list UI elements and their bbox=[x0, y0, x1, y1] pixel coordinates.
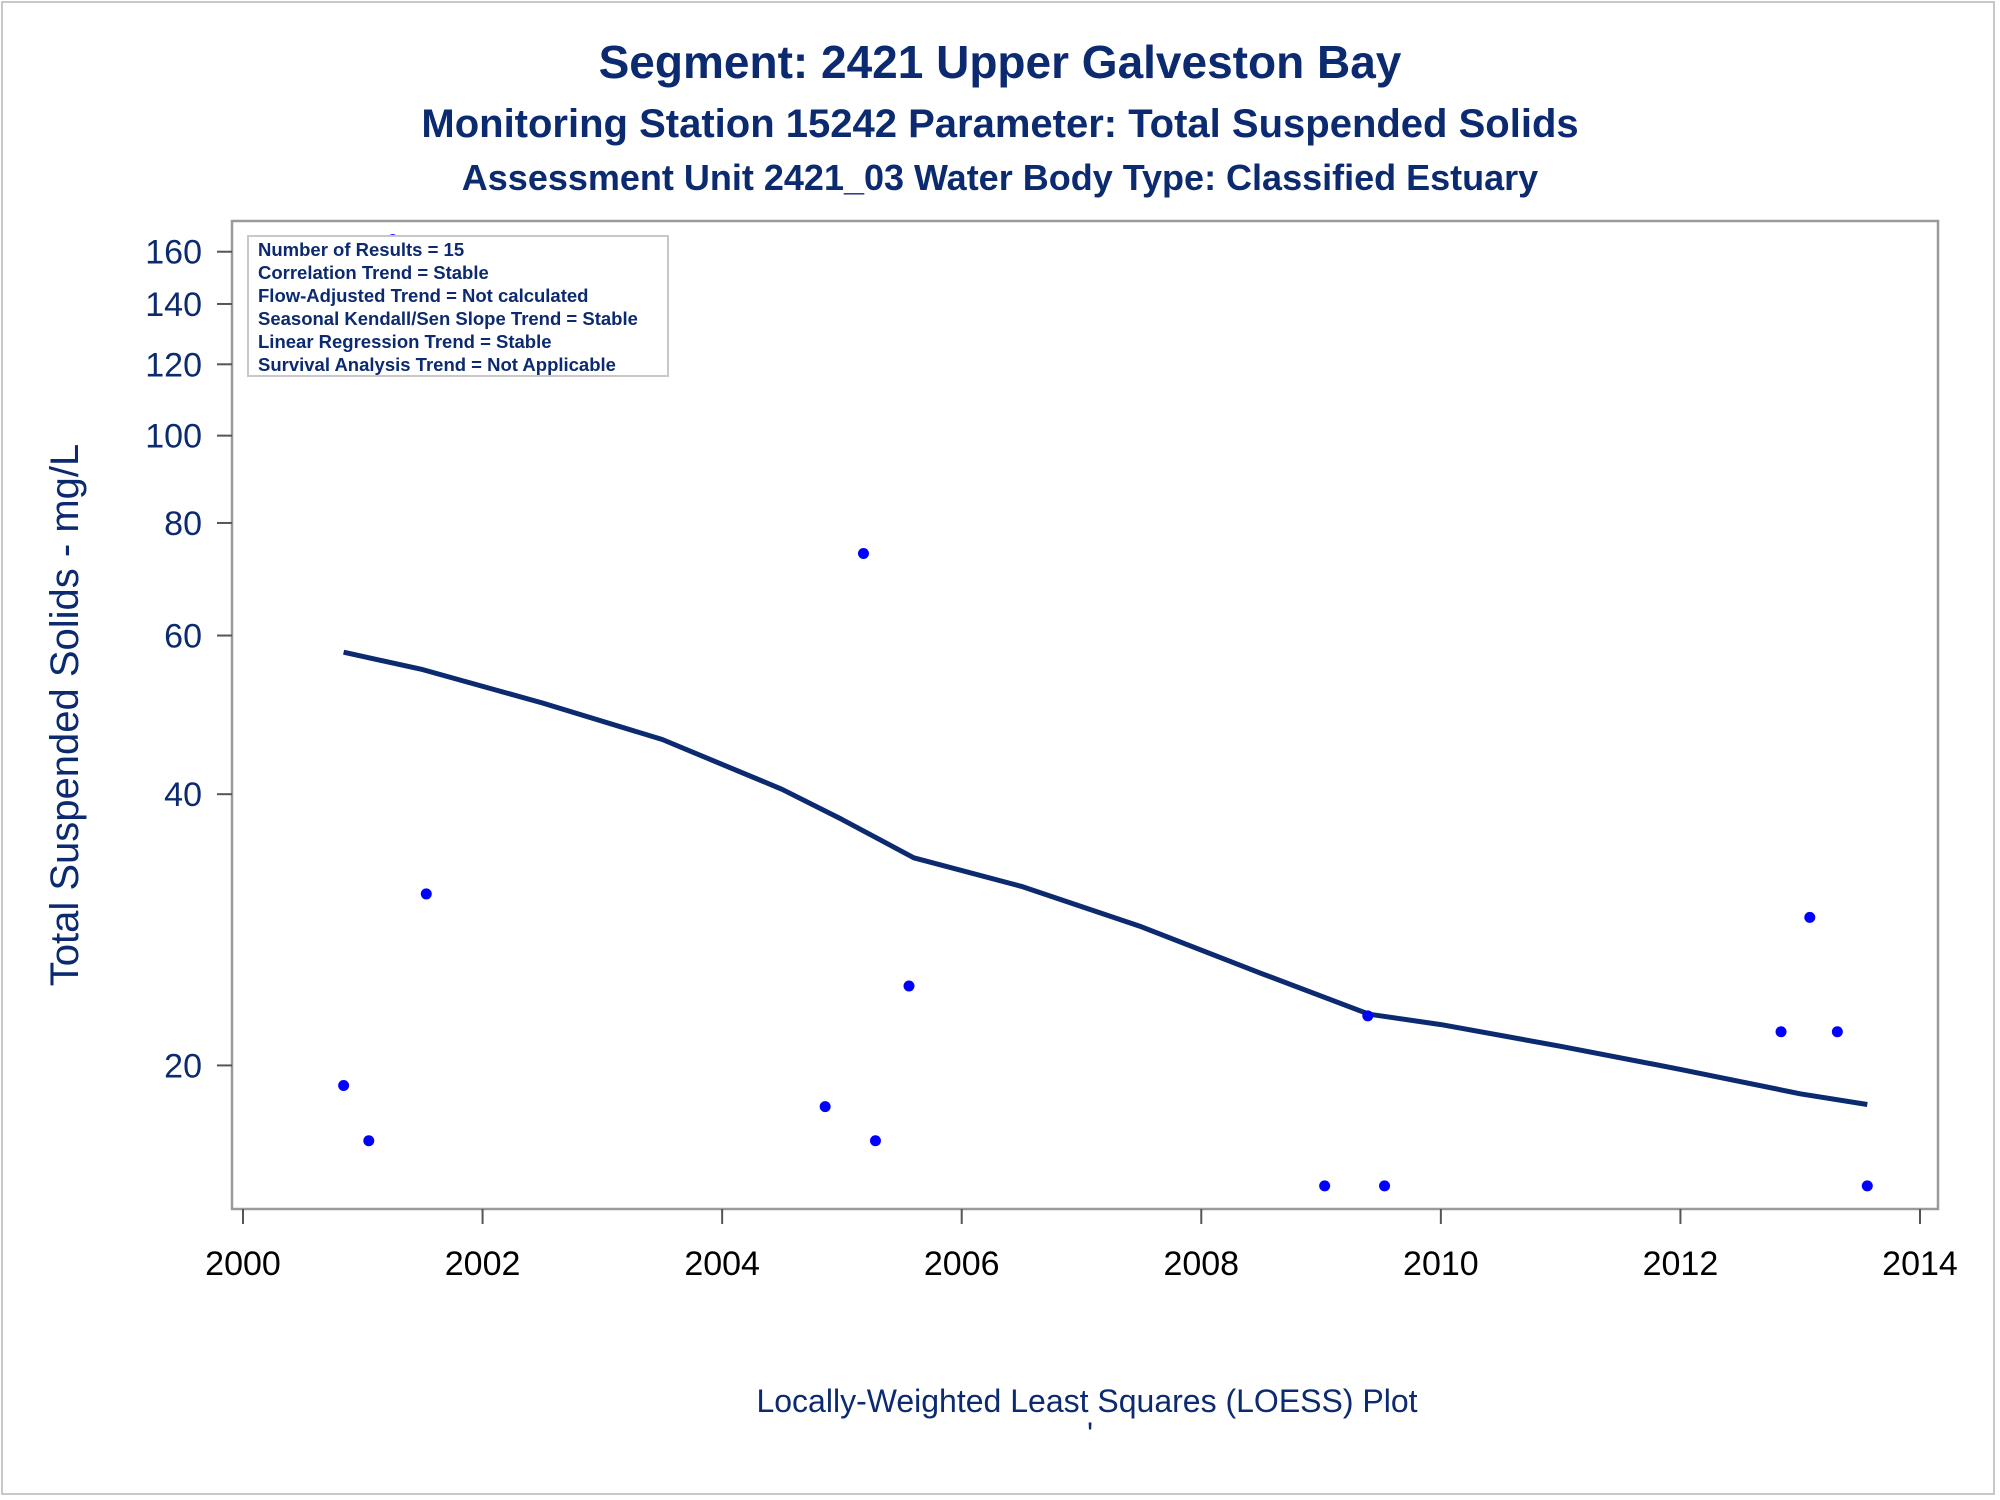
y-tick-label: 120 bbox=[145, 346, 202, 384]
y-tick-label: 100 bbox=[145, 418, 202, 456]
y-axis-label: Total Suspended Solids - mg/L bbox=[43, 444, 87, 987]
x-tick-label: 2000 bbox=[205, 1245, 281, 1283]
x-tick-label: 2004 bbox=[684, 1245, 760, 1283]
stats-line: Seasonal Kendall/Sen Slope Trend = Stabl… bbox=[258, 308, 638, 329]
x-tick-label: 2014 bbox=[1882, 1245, 1958, 1283]
y-tick-label: 160 bbox=[145, 234, 202, 272]
x-tick-label: 2008 bbox=[1163, 1245, 1239, 1283]
y-tick-label: 20 bbox=[164, 1047, 202, 1085]
stats-box bbox=[247, 235, 669, 377]
data-point bbox=[338, 1080, 350, 1092]
stats-line: Linear Regression Trend = Stable bbox=[258, 331, 552, 352]
data-point bbox=[1775, 1026, 1787, 1038]
data-point bbox=[869, 1135, 881, 1147]
data-point bbox=[1379, 1180, 1391, 1192]
stats-line: Correlation Trend = Stable bbox=[258, 262, 489, 283]
y-tick-label: 140 bbox=[145, 286, 202, 324]
data-point bbox=[1319, 1180, 1331, 1192]
y-axis: 20 40 60 80 100 120 140 160 bbox=[145, 234, 232, 1085]
x-tick-label: 2002 bbox=[445, 1245, 521, 1283]
x-tick-label: 2012 bbox=[1643, 1245, 1719, 1283]
data-point bbox=[420, 888, 432, 900]
x-tick-label: 2010 bbox=[1403, 1245, 1479, 1283]
data-point bbox=[1804, 911, 1816, 923]
y-tick-label: 60 bbox=[164, 618, 202, 656]
stats-line: Survival Analysis Trend = Not Applicable bbox=[258, 354, 616, 375]
chart-subtitle-2: Assessment Unit 2421_03 Water Body Type:… bbox=[462, 157, 1538, 198]
chart-title: Segment: 2421 Upper Galveston Bay bbox=[599, 36, 1402, 88]
data-point bbox=[1861, 1180, 1873, 1192]
chart-subtitle: Monitoring Station 15242 Parameter: Tota… bbox=[421, 102, 1578, 146]
footnote-mark: ' bbox=[1087, 1416, 1093, 1452]
x-axis: 2000 2002 2004 2006 2008 2010 2012 2014 bbox=[205, 1209, 1958, 1283]
data-point bbox=[857, 547, 869, 559]
data-point bbox=[1831, 1026, 1843, 1038]
data-point bbox=[903, 980, 915, 992]
y-tick-label: 40 bbox=[164, 776, 202, 814]
loess-trend-line bbox=[343, 649, 1868, 1107]
data-point bbox=[819, 1101, 831, 1113]
data-point bbox=[1362, 1010, 1374, 1022]
x-tick-label: 2006 bbox=[924, 1245, 1000, 1283]
scatter-points bbox=[338, 234, 1873, 1192]
plot-area bbox=[230, 219, 1940, 1211]
stats-line: Flow-Adjusted Trend = Not calculated bbox=[258, 285, 588, 306]
stats-line: Number of Results = 15 bbox=[258, 239, 464, 260]
x-axis-label: Locally-Weighted Least Squares (LOESS) P… bbox=[756, 1383, 1417, 1419]
y-tick-label: 80 bbox=[164, 505, 202, 543]
data-point bbox=[363, 1135, 375, 1147]
